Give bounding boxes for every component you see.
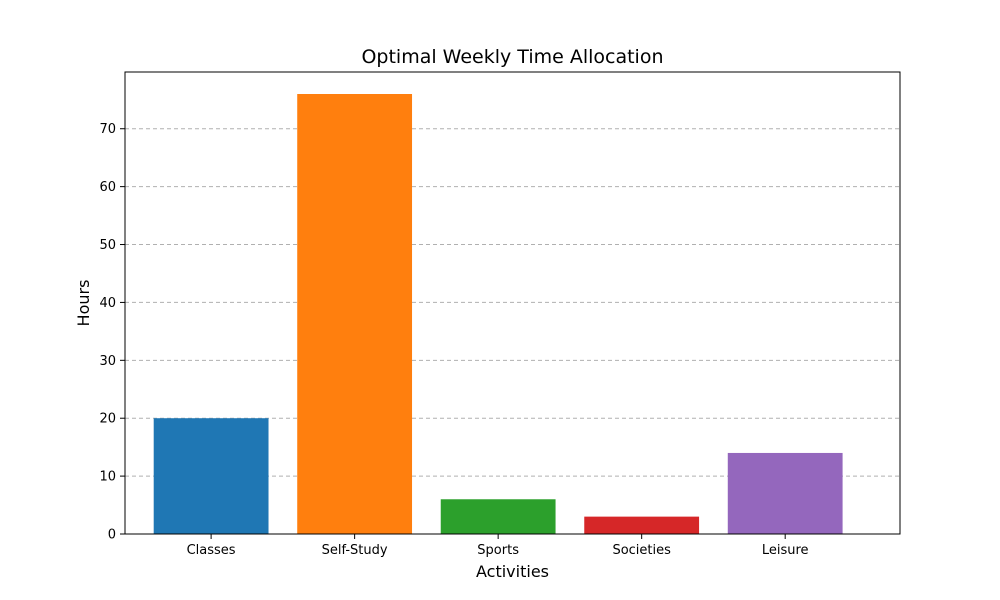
- bar-self-study: [297, 94, 413, 534]
- x-tick-label: Leisure: [762, 543, 809, 558]
- bar-leisure: [727, 452, 843, 534]
- y-tick-label: 60: [99, 180, 116, 195]
- y-axis-ticks: 0 10 20 30 40 50 60 70: [99, 122, 125, 543]
- bar-classes: [153, 418, 269, 534]
- y-tick-label: 20: [99, 412, 116, 427]
- x-tick-label: Sports: [477, 543, 519, 558]
- x-tick-label: Self-Study: [322, 543, 388, 558]
- bar-sports: [440, 499, 556, 534]
- x-axis-ticks: Classes Self-Study Sports Societies Leisure: [187, 534, 809, 558]
- y-tick-label: 0: [108, 528, 116, 543]
- y-tick-label: 50: [99, 238, 116, 253]
- x-axis-title: Activities: [476, 562, 549, 581]
- bar-societies: [584, 516, 700, 534]
- bars: [153, 94, 843, 534]
- y-tick-label: 40: [99, 296, 116, 311]
- y-tick-label: 70: [99, 122, 116, 137]
- y-tick-label: 10: [99, 470, 116, 485]
- y-tick-label: 30: [99, 354, 116, 369]
- x-tick-label: Societies: [612, 543, 671, 558]
- x-tick-label: Classes: [187, 543, 236, 558]
- chart-title: Optimal Weekly Time Allocation: [361, 46, 663, 68]
- y-axis-title: Hours: [74, 280, 93, 327]
- plot-frame: [124, 71, 901, 535]
